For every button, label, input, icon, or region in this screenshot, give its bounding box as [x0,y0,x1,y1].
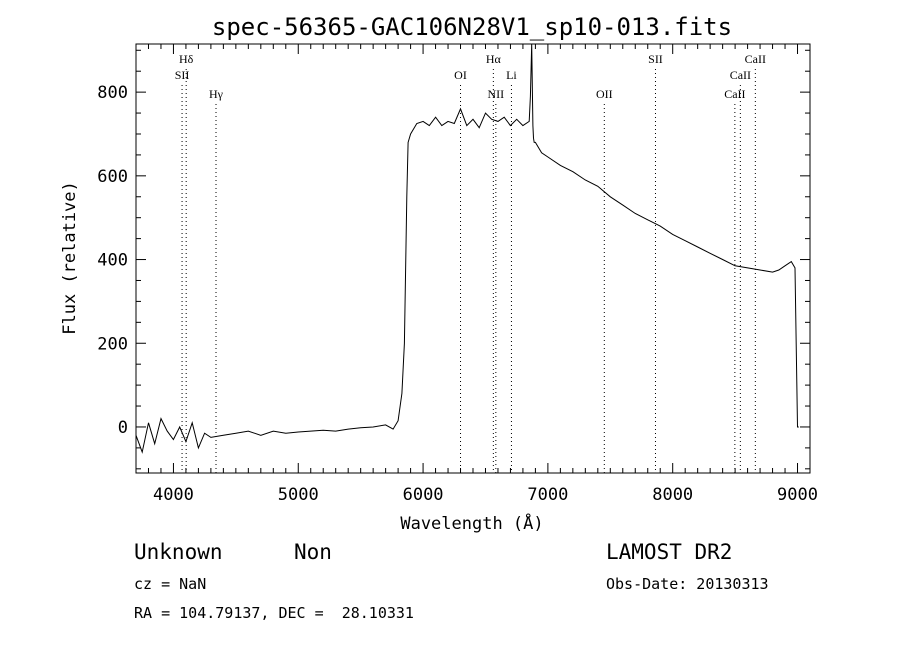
x-tick-label: 8000 [652,485,693,505]
y-axis-label: Flux (relative) [60,181,80,335]
obs-date-label: Obs-Date: 20130313 [606,575,769,593]
subclass-label: Non [294,540,332,564]
spectral-line-label: SII [648,52,663,66]
x-tick-label: 7000 [527,485,568,505]
spectral-line-label: SII [175,68,190,82]
spectrum-series-line [135,43,799,454]
plot-frame [135,43,811,474]
x-tick-label: 4000 [153,485,194,505]
spectral-line-label: Li [506,68,517,82]
x-axis-ticks: 4000 5000 6000 7000 8000 9000 [135,44,818,505]
spectral-line-label: Hδ [179,52,194,66]
spectral-line-label: Hα [486,52,502,66]
spectral-line-label: CaII [730,68,751,82]
chart-title: spec-56365-GAC106N28V1_sp10-013.fits [212,13,732,41]
y-tick-label: 400 [97,251,128,271]
spectral-line-label: OI [454,68,467,82]
spectral-line-label: NII [488,87,505,101]
x-tick-label: 9000 [777,485,818,505]
redshift-label: cz = NaN [134,575,207,593]
y-axis-ticks: 0 200 400 600 800 [97,49,810,470]
y-tick-label: 0 [118,418,128,438]
spectral-line-markers [181,69,756,473]
y-tick-label: 600 [97,167,128,187]
spectral-line-label: CaII [724,87,745,101]
spectral-line-label: Hγ [209,87,224,101]
spectral-line-label: OII [596,87,613,101]
x-tick-label: 6000 [403,485,444,505]
coordinates-label: RA = 104.79137, DEC = 28.10331 [134,604,414,622]
x-axis-label: Wavelength (Å) [400,512,543,534]
y-tick-label: 200 [97,334,128,354]
classification-label: Unknown [134,540,223,564]
spectral-line-label: CaII [745,52,766,66]
y-tick-label: 800 [97,83,128,103]
x-tick-label: 5000 [278,485,319,505]
survey-label: LAMOST DR2 [606,540,733,564]
